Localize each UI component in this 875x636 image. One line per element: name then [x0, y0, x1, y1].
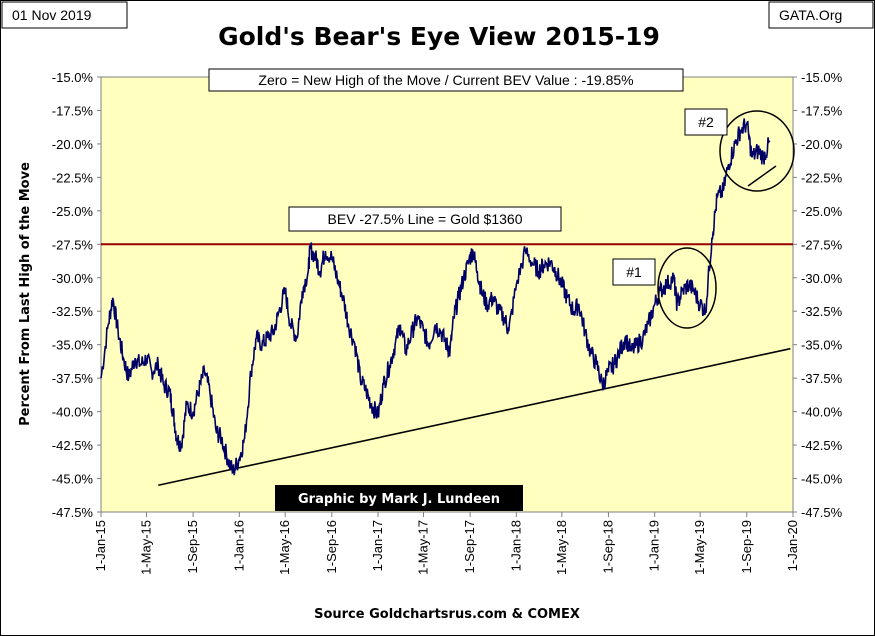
x-tick-label: 1-Sep-16 — [324, 520, 339, 573]
date-box — [1, 1, 128, 29]
marker-2-box — [684, 108, 728, 136]
y-tick-label-left: -42.5% — [52, 438, 94, 453]
x-tick-label: 1-Jan-19 — [647, 520, 662, 571]
y-tick-label-left: -35.0% — [52, 338, 94, 353]
y-tick-label-left: -22.5% — [52, 170, 94, 185]
marker-2-label: #2 — [698, 114, 714, 130]
marker-1-box — [612, 258, 656, 286]
series-line — [100, 118, 771, 476]
y-tick-label-left: -20.0% — [52, 137, 94, 152]
chart-title: Gold's Bear's Eye View 2015-19 — [218, 22, 660, 51]
y-tick-label-left: -15.0% — [52, 70, 94, 85]
y-axis-label: Percent From Last High of the Move — [18, 162, 33, 426]
x-tick-label: 1-Jan-16 — [231, 520, 246, 571]
y-tick-label-right: -45.0% — [801, 472, 843, 487]
x-axis: 1-Jan-15 1-May-15 1-Sep-15 1-Jan-16 1-May-16… — [93, 512, 800, 575]
reference-line-box — [288, 206, 562, 232]
y-tick-label-right: -17.5% — [801, 103, 843, 118]
marker-1-label: #1 — [626, 264, 642, 280]
x-tick-label: 1-Sep-17 — [462, 520, 477, 573]
y-tick-label-left: -27.5% — [52, 237, 94, 252]
x-tick-label: 1-May-17 — [416, 520, 431, 575]
y-tick-label-right: -25.0% — [801, 204, 843, 219]
y-tick-label-right: -37.5% — [801, 371, 843, 386]
x-tick-label: 1-Jan-20 — [785, 520, 800, 571]
y-tick-label-right: -40.0% — [801, 405, 843, 420]
x-tick-label: 1-Jan-15 — [93, 520, 108, 571]
y-tick-label-right: -20.0% — [801, 137, 843, 152]
y-axis-left: -15.0% -17.5% -20.0% -22.5% -25.0% -27.5% -30.… — [52, 70, 101, 520]
y-tick-label-left: -32.5% — [52, 304, 94, 319]
y-tick-label-left: -40.0% — [52, 405, 94, 420]
y-tick-label-right: -47.5% — [801, 505, 843, 520]
y-tick-label-left: -47.5% — [52, 505, 94, 520]
y-tick-label-right: -42.5% — [801, 438, 843, 453]
y-tick-label-right: -35.0% — [801, 338, 843, 353]
x-tick-label: 1-May-16 — [277, 520, 292, 575]
x-tick-label: 1-Jan-18 — [508, 520, 523, 571]
x-tick-label: 1-May-18 — [554, 520, 569, 575]
y-tick-label-left: -25.0% — [52, 204, 94, 219]
source-site-box — [768, 1, 874, 29]
x-tick-label: 1-May-15 — [138, 520, 153, 575]
y-tick-label-left: -30.0% — [52, 271, 94, 286]
bev-value-box — [208, 68, 684, 92]
circle-2-trend-segment — [747, 165, 777, 187]
x-tick-label: 1-May-19 — [692, 520, 707, 575]
source-site-label: GATA.Org — [779, 7, 842, 23]
date-label: 01 Nov 2019 — [12, 7, 92, 23]
x-axis-label: Source Goldchartsrus.com & COMEX — [314, 607, 580, 622]
x-tick-label: 1-Jan-17 — [370, 520, 385, 571]
credit-box — [275, 485, 523, 511]
bev-value-label: Zero = New High of the Move / Current BE… — [258, 72, 633, 88]
y-tick-label-left: -45.0% — [52, 472, 94, 487]
y-tick-label-right: -32.5% — [801, 304, 843, 319]
credit-label: Graphic by Mark J. Lundeen — [298, 492, 500, 507]
x-tick-label: 1-Sep-18 — [600, 520, 615, 573]
y-tick-label-left: -37.5% — [52, 371, 94, 386]
trend-line — [158, 347, 791, 487]
y-tick-label-right: -27.5% — [801, 237, 843, 252]
highlight-circle-1 — [657, 247, 717, 329]
y-tick-label-right: -15.0% — [801, 70, 843, 85]
x-tick-label: 1-Sep-15 — [185, 520, 200, 573]
reference-line-label: BEV -27.5% Line = Gold $1360 — [328, 211, 523, 227]
y-tick-label-right: -30.0% — [801, 271, 843, 286]
x-tick-label: 1-Sep-19 — [739, 520, 754, 573]
y-tick-label-right: -22.5% — [801, 170, 843, 185]
y-axis-right: -15.0% -17.5% -20.0% -22.5% -25.0% -27.5% -30.… — [793, 70, 843, 520]
highlight-circle-2 — [719, 110, 795, 192]
y-tick-label-left: -17.5% — [52, 103, 94, 118]
plot-area — [100, 76, 794, 513]
